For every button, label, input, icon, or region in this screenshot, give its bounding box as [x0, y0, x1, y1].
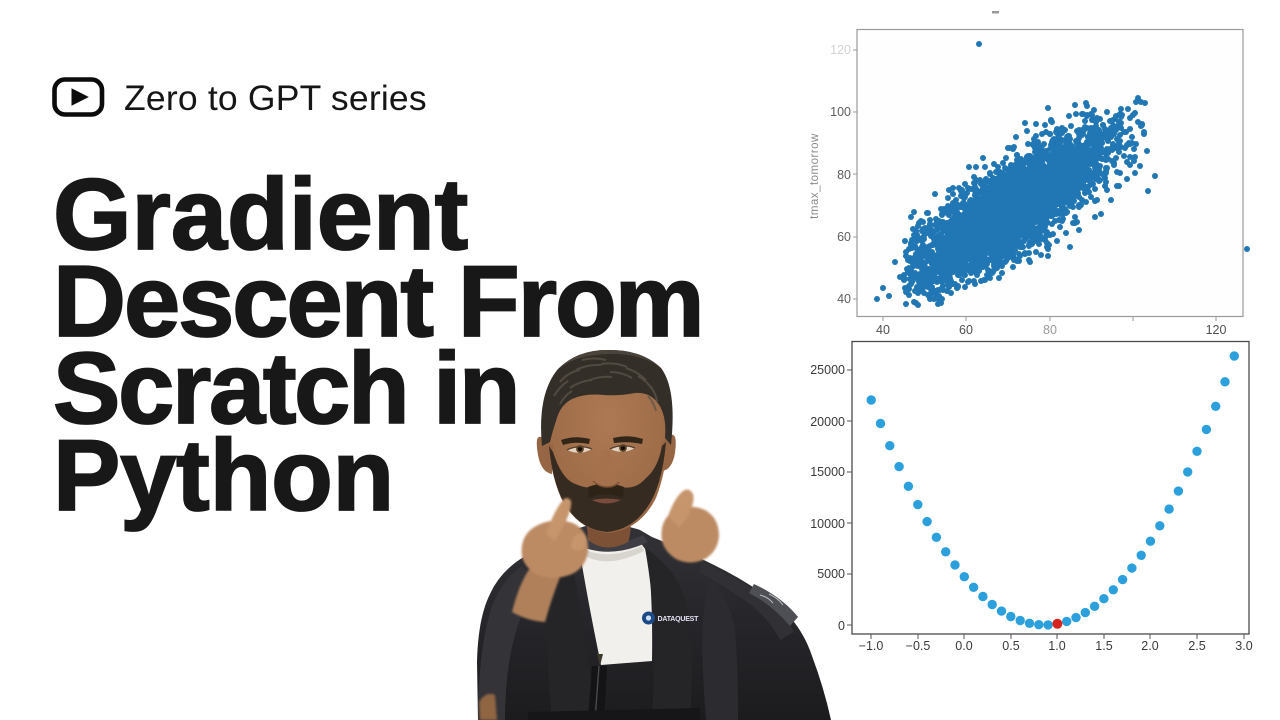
- svg-text:80: 80: [837, 168, 851, 182]
- svg-text:25000: 25000: [810, 363, 845, 377]
- svg-text:20000: 20000: [810, 415, 845, 429]
- svg-text:2.5: 2.5: [1188, 639, 1205, 653]
- svg-text:120: 120: [830, 43, 851, 57]
- svg-text:0.0: 0.0: [955, 639, 972, 653]
- svg-text:tmax_tomorrow: tmax_tomorrow: [809, 133, 821, 219]
- svg-text:15000: 15000: [810, 465, 845, 479]
- svg-text:2.0: 2.0: [1141, 639, 1158, 653]
- svg-text:80: 80: [1043, 323, 1057, 337]
- svg-text:3.0: 3.0: [1235, 639, 1252, 653]
- svg-text:5000: 5000: [817, 567, 845, 581]
- svg-text:100: 100: [830, 105, 851, 119]
- svg-text:1.0: 1.0: [1048, 639, 1065, 653]
- svg-text:60: 60: [837, 230, 851, 244]
- svg-text:−0.5: −0.5: [906, 639, 931, 653]
- svg-text:0.5: 0.5: [1002, 639, 1019, 653]
- svg-text:10000: 10000: [810, 517, 845, 531]
- svg-text:−1.0: −1.0: [859, 639, 884, 653]
- svg-text:40: 40: [837, 292, 851, 306]
- svg-text:0: 0: [838, 619, 845, 633]
- svg-text:60: 60: [959, 323, 973, 337]
- svg-text:120: 120: [1206, 323, 1227, 337]
- svg-text:40: 40: [876, 323, 890, 337]
- svg-text:1.5: 1.5: [1095, 639, 1112, 653]
- svg-text:DATAQUEST: DATAQUEST: [658, 616, 700, 623]
